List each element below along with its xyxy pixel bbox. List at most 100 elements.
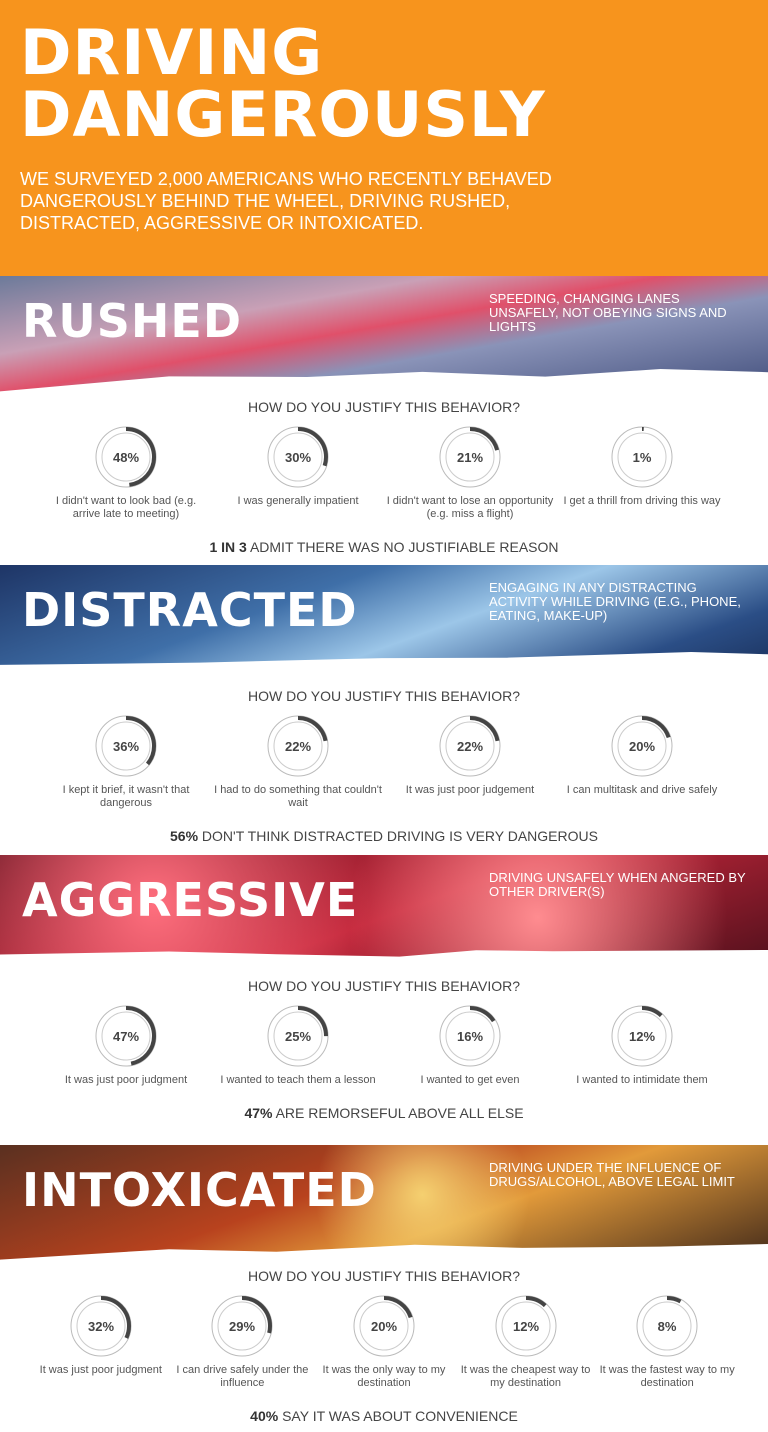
donut-chart: 1% — [611, 426, 673, 488]
answer-label: I didn't want to look bad (e.g. arrive l… — [55, 495, 197, 520]
answer-label: I was generally impatient — [237, 495, 359, 507]
ring-value-arc — [495, 1296, 556, 1356]
answer-item: 16% I wanted to get even — [385, 1000, 555, 1087]
ring-value-label: 12% — [513, 1319, 539, 1334]
ring-value-arc — [268, 1006, 328, 1066]
answers-row: 48% I didn't want to look bad (e.g. arri… — [0, 421, 768, 521]
ring-value-arc — [96, 716, 156, 776]
section-rushed: RUSHED Speeding, changing lanes unsafely… — [0, 276, 768, 565]
ring-value-arc — [96, 1006, 156, 1066]
answers-row: 36% I kept it brief, it wasn't that dang… — [0, 710, 768, 810]
section-description: Driving unsafely when angered by other d… — [489, 870, 746, 899]
mountain-divider — [0, 369, 768, 401]
section-title: DISTRACTED — [22, 583, 358, 637]
answer-label: I didn't want to lose an opportunity (e.… — [386, 495, 554, 520]
mountain-divider — [0, 950, 768, 980]
ring-value-arc — [612, 716, 672, 776]
ring-value-label: 20% — [629, 739, 655, 754]
ring-inner-track — [101, 432, 151, 482]
answer-label: It was just poor judgment — [39, 1364, 162, 1376]
answer-label: It was just poor judgement — [405, 784, 535, 796]
ring-inner-track — [273, 1011, 323, 1061]
ring-value-label: 25% — [285, 1029, 311, 1044]
ring-inner-track — [617, 432, 667, 482]
ring-inner-track — [445, 1011, 495, 1061]
ring-value-label: 20% — [371, 1319, 397, 1334]
section-summary: 40% SAY IT WAS ABOUT CONVENIENCE — [250, 1408, 518, 1424]
answer-item: 20% I can multitask and drive safely — [557, 710, 727, 810]
hero-header: DRIVING DANGEROUSLY We surveyed 2,000 Ame… — [0, 0, 768, 276]
section-summary: 56% DON'T THINK DISTRACTED DRIVING IS VE… — [170, 828, 598, 844]
answer-item: 48% I didn't want to look bad (e.g. arri… — [41, 421, 211, 521]
ring-value-label: 36% — [113, 739, 139, 754]
answer-label: I kept it brief, it wasn't that dangerou… — [62, 784, 190, 809]
ring-value-arc — [637, 1296, 698, 1356]
question-heading: HOW DO YOU JUSTIFY THIS BEHAVIOR? — [247, 978, 520, 994]
section-intoxicated: INTOXICATED Driving under the influence … — [0, 1145, 768, 1432]
ring-value-arc — [612, 1006, 672, 1066]
question-heading: HOW DO YOU JUSTIFY THIS BEHAVIOR? — [247, 399, 520, 415]
ring-value-label: 29% — [229, 1319, 255, 1334]
ring-inner-track — [273, 432, 323, 482]
ring-value-label: 48% — [113, 450, 139, 465]
ring-inner-track — [445, 432, 495, 482]
ring-value-label: 22% — [457, 739, 483, 754]
mountain-divider — [0, 1244, 768, 1270]
answer-label: It was the only way to my destination — [322, 1364, 446, 1389]
question-heading: HOW DO YOU JUSTIFY THIS BEHAVIOR? — [247, 1268, 520, 1284]
ring-inner-track — [217, 1301, 267, 1351]
section-distracted: DISTRACTED Engaging in any distracting a… — [0, 565, 768, 855]
section-title: INTOXICATED — [22, 1163, 377, 1217]
answer-item: 29% I can drive safely under the influen… — [173, 1290, 311, 1390]
answer-item: 8% It was the fastest way to my destinat… — [598, 1290, 736, 1390]
answer-item: 12% It was the cheapest way to my destin… — [457, 1290, 595, 1390]
ring-inner-track — [101, 1011, 151, 1061]
answers-row: 47% It was just poor judgment 25% I want… — [0, 1000, 768, 1087]
ring-value-arc — [268, 427, 328, 487]
section-banner: AGGRESSIVE Driving unsafely when angered… — [0, 855, 768, 980]
ring-value-arc — [612, 427, 672, 487]
ring-value-label: 8% — [658, 1319, 677, 1334]
answer-label: I wanted to get even — [420, 1074, 520, 1086]
answer-label: It was just poor judgment — [64, 1074, 188, 1086]
ring-inner-track — [273, 721, 323, 771]
ring-inner-track — [359, 1301, 409, 1351]
ring-value-label: 32% — [88, 1319, 114, 1334]
donut-chart: 20% — [611, 715, 673, 777]
donut-chart: 32% — [70, 1295, 132, 1357]
ring-inner-track — [617, 721, 667, 771]
ring-value-arc — [440, 716, 500, 776]
donut-chart: 16% — [439, 1005, 501, 1067]
answer-item: 21% I didn't want to lose an opportunity… — [385, 421, 555, 521]
donut-chart: 12% — [611, 1005, 673, 1067]
donut-chart: 21% — [439, 426, 501, 488]
mountain-divider — [0, 652, 768, 690]
ring-value-arc — [96, 427, 156, 487]
ring-value-arc — [353, 1296, 414, 1356]
section-title: AGGRESSIVE — [22, 873, 359, 927]
donut-chart: 25% — [267, 1005, 329, 1067]
donut-chart: 29% — [211, 1295, 273, 1357]
donut-chart: 30% — [267, 426, 329, 488]
answer-label: It was the fastest way to my destination — [599, 1364, 735, 1389]
section-description: Driving under the influence of drugs/alc… — [489, 1160, 735, 1189]
donut-chart: 8% — [636, 1295, 698, 1357]
ring-value-label: 21% — [457, 450, 483, 465]
ring-inner-track — [642, 1301, 692, 1351]
section-summary: 47% ARE REMORSEFUL ABOVE ALL ELSE — [244, 1105, 524, 1121]
answer-item: 12% I wanted to intimidate them — [557, 1000, 727, 1087]
section-description: Speeding, changing lanes unsafely, not o… — [489, 291, 727, 334]
answer-item: 22% I had to do something that couldn't … — [213, 710, 383, 810]
section-summary: 1 IN 3 ADMIT THERE WAS NO JUSTIFIABLE RE… — [209, 539, 559, 555]
donut-chart: 22% — [439, 715, 501, 777]
ring-value-arc — [268, 716, 328, 776]
donut-chart: 36% — [95, 715, 157, 777]
ring-value-label: 12% — [629, 1029, 655, 1044]
answer-label: I wanted to teach them a lesson — [220, 1074, 376, 1086]
answer-label: I can multitask and drive safely — [566, 784, 718, 796]
answer-label: I can drive safely under the influence — [176, 1364, 309, 1389]
answer-item: 20% It was the only way to my destinatio… — [315, 1290, 453, 1390]
ring-value-label: 47% — [113, 1029, 139, 1044]
answers-row: 32% It was just poor judgment 29% I can … — [0, 1290, 768, 1390]
donut-chart: 22% — [267, 715, 329, 777]
